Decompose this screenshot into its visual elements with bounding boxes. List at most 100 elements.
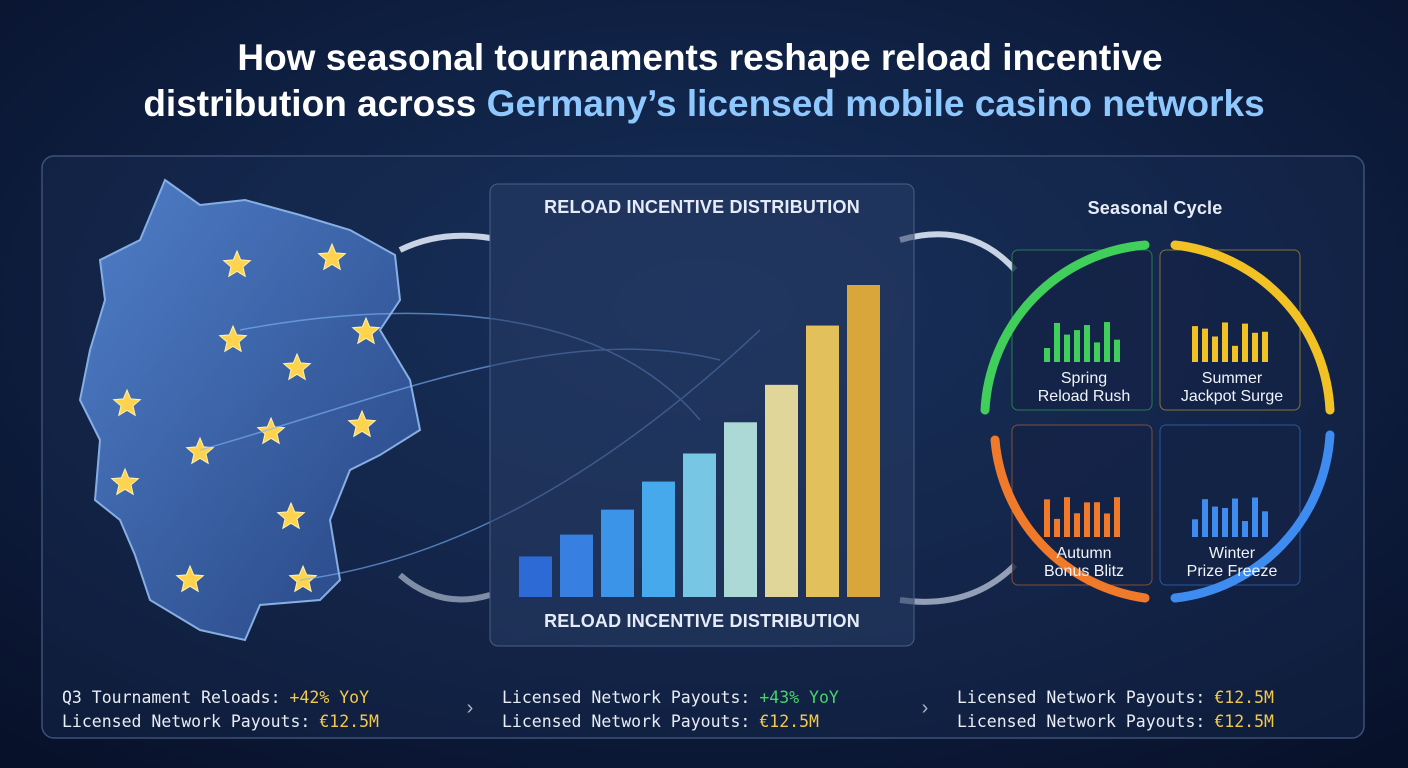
- season-mini-bar: [1202, 499, 1208, 537]
- season-mini-bar: [1104, 513, 1110, 537]
- star: [218, 324, 248, 353]
- season-arc: [1170, 240, 1335, 415]
- stat-line: Licensed Network Payouts: €12.5M: [957, 712, 1274, 731]
- stat-label: Licensed Network Payouts:: [502, 712, 750, 731]
- star: [347, 409, 377, 438]
- bars: [519, 285, 880, 597]
- bar: [642, 481, 675, 597]
- stat-label: Licensed Network Payouts:: [502, 688, 750, 707]
- star: [282, 352, 312, 381]
- stat-line: Licensed Network Payouts: €12.5M: [62, 712, 379, 731]
- season-arc: [990, 435, 1150, 603]
- season-mini-bar: [1192, 326, 1198, 362]
- star: [256, 416, 286, 445]
- stat-value: +42% YoY: [290, 688, 370, 707]
- bar: [765, 384, 798, 597]
- season-mini-bar: [1232, 345, 1238, 362]
- stat-label: Q3 Tournament Reloads:: [62, 688, 281, 707]
- title-line: How seasonal tournaments reshape reload …: [237, 37, 1162, 78]
- stat-line: Q3 Tournament Reloads: +42% YoY: [62, 688, 369, 707]
- season-name: Winter: [1209, 545, 1256, 562]
- season-mini-bar: [1054, 518, 1060, 537]
- season-mini-bar: [1242, 323, 1248, 362]
- season-mini-bar: [1064, 497, 1070, 537]
- season-mini-bar: [1114, 497, 1120, 537]
- star: [317, 242, 347, 271]
- season-mini-bar: [1074, 513, 1080, 537]
- stat-value: €12.5M: [319, 712, 379, 731]
- season-mini-bar: [1212, 336, 1218, 362]
- bar: [519, 556, 552, 597]
- stat-line: Licensed Network Payouts: +43% YoY: [502, 688, 839, 707]
- stats: Q3 Tournament Reloads: +42% YoY Licensed N…: [62, 688, 1274, 731]
- arrow: [899, 231, 1018, 273]
- bar: [601, 509, 634, 597]
- season-subtitle: Reload Rush: [1038, 388, 1131, 405]
- season-mini-bar: [1064, 334, 1070, 362]
- star: [288, 564, 318, 593]
- star: [276, 501, 306, 530]
- season-name: Autumn: [1056, 545, 1111, 562]
- star: [175, 564, 205, 593]
- season-mini-bar: [1262, 331, 1268, 362]
- season-mini-bar: [1192, 519, 1198, 537]
- season-mini-bar: [1242, 521, 1248, 537]
- season-mini-bar: [1232, 498, 1238, 537]
- season-mini-bar: [1262, 511, 1268, 537]
- bar: [806, 325, 839, 597]
- season-arc: [980, 240, 1150, 415]
- chart-caption: RELOAD INCENTIVE DISTRIBUTION: [544, 611, 860, 631]
- title-line: distribution across Germany’s licensed m…: [143, 83, 1264, 124]
- stat-value: +43% YoY: [759, 688, 839, 707]
- season-mini-bar: [1084, 325, 1090, 362]
- bar: [724, 422, 757, 597]
- season-name: Spring: [1061, 370, 1107, 387]
- star: [351, 316, 381, 345]
- season-mini-bar: [1222, 322, 1228, 362]
- star: [222, 249, 252, 278]
- season-mini-bar: [1252, 332, 1258, 362]
- chart-title: RELOAD INCENTIVE DISTRIBUTION: [544, 197, 860, 217]
- season-mini-bar: [1084, 502, 1090, 537]
- season-mini-bar: [1212, 506, 1218, 537]
- season-mini-bar: [1044, 348, 1050, 362]
- bar: [560, 534, 593, 597]
- seasonal-title: Seasonal Cycle: [1088, 198, 1223, 218]
- season-box: [1159, 249, 1301, 411]
- map-stars: [110, 242, 381, 593]
- stat-label: Licensed Network Payouts:: [957, 688, 1205, 707]
- season-subtitle: Jackpot Surge: [1181, 388, 1283, 405]
- season-mini-bar: [1222, 507, 1228, 537]
- season-name: Summer: [1202, 370, 1263, 387]
- separator: ›: [922, 697, 929, 719]
- title-highlight: Germany’s licensed mobile casino network…: [487, 83, 1265, 124]
- star: [110, 467, 140, 496]
- season-subtitle: Bonus Blitz: [1044, 563, 1124, 580]
- season-mini-bar: [1104, 322, 1110, 362]
- bar: [847, 285, 880, 597]
- stat-line: Licensed Network Payouts: €12.5M: [957, 688, 1274, 707]
- stat-value: €12.5M: [1214, 688, 1274, 707]
- stat-line: Licensed Network Payouts: €12.5M: [502, 712, 819, 731]
- season-mini-bar: [1252, 497, 1258, 537]
- arrow: [398, 232, 491, 253]
- separator: ›: [467, 697, 474, 719]
- season-mini-bar: [1094, 502, 1100, 537]
- season-mini-bar: [1094, 342, 1100, 362]
- title-text: distribution across: [143, 83, 476, 124]
- season-mini-bar: [1074, 330, 1080, 362]
- season-mini-bar: [1044, 499, 1050, 537]
- season-mini-bar: [1054, 322, 1060, 362]
- stat-label: Licensed Network Payouts:: [957, 712, 1205, 731]
- stat-value: €12.5M: [759, 712, 819, 731]
- star: [112, 388, 142, 417]
- season-arc: [1170, 430, 1335, 603]
- season-mini-bar: [1114, 339, 1120, 362]
- arrow: [899, 562, 1018, 605]
- bar: [683, 453, 716, 597]
- arrow: [398, 572, 491, 603]
- season-mini-bar: [1202, 328, 1208, 362]
- stat-value: €12.5M: [1214, 712, 1274, 731]
